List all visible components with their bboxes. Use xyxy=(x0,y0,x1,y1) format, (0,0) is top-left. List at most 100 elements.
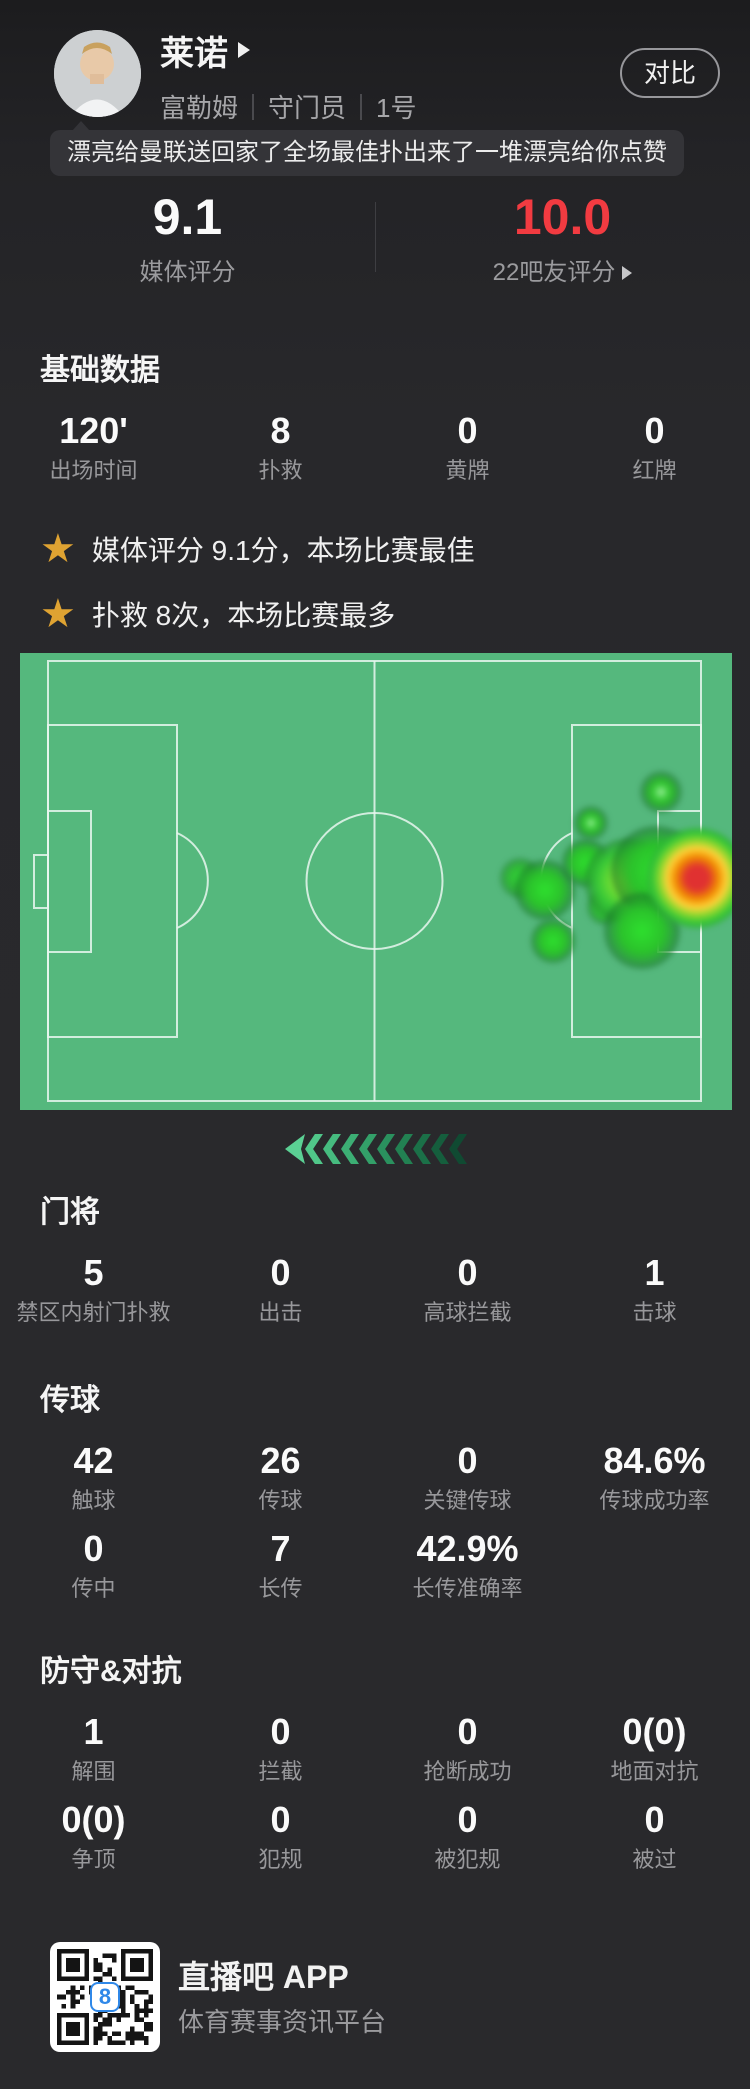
stat-label: 传球 xyxy=(258,1488,303,1513)
stat-value: 7 xyxy=(270,1528,291,1569)
section-defense-stats: 防守&对抗 1 解围 0 拦截 0 抢断成功 0(0) 地面对抗 0(0) 争顶 0 犯规 0 被犯规 0 被… xyxy=(0,1651,750,1887)
stat-value: 84.6% xyxy=(603,1440,706,1481)
stat-cell: 42 触球 xyxy=(0,1440,187,1516)
stat-label: 传球成功率 xyxy=(599,1488,710,1513)
stat-cell: 1 击球 xyxy=(561,1252,748,1328)
player-name: 莱诺 xyxy=(160,34,228,73)
jersey-number: 1号 xyxy=(376,93,417,123)
section-title: 门将 xyxy=(40,1196,100,1229)
stat-row: 0 传中 7 长传 42.9% 长传准确率 xyxy=(0,1528,750,1604)
chevron-left-icon xyxy=(413,1134,431,1164)
chevron-left-icon xyxy=(449,1134,467,1164)
stat-cell: 8 扑救 xyxy=(187,410,374,486)
stat-cell: 0 抢断成功 xyxy=(374,1711,561,1787)
heatmap-blob xyxy=(640,771,682,813)
player-position: 守门员 xyxy=(268,93,347,123)
chevron-left-icon xyxy=(323,1134,341,1164)
stat-label: 黄牌 xyxy=(445,458,490,483)
stat-label: 抢断成功 xyxy=(423,1759,512,1784)
stat-value: 0 xyxy=(270,1799,291,1840)
stat-cell: 42.9% 长传准确率 xyxy=(374,1528,561,1604)
stat-label: 传中 xyxy=(71,1576,116,1601)
highlight-row: ★ 扑救 8次，本场比赛最多 xyxy=(40,592,395,636)
heatmap-blob xyxy=(574,806,608,840)
fans-rating-value: 10.0 xyxy=(513,189,612,245)
fans-rating-label: 22吧友评分 xyxy=(492,259,616,286)
stat-value: 42 xyxy=(73,1440,114,1481)
highlight-text: 媒体评分 9.1分，本场比赛最佳 xyxy=(91,535,475,566)
stat-label: 关键传球 xyxy=(423,1488,512,1513)
stat-label: 出场时间 xyxy=(49,458,138,483)
stat-row: 1 解围 0 拦截 0 抢断成功 0(0) 地面对抗 xyxy=(0,1711,750,1787)
chevron-left-icon xyxy=(359,1134,377,1164)
fans-rating-link[interactable]: 22吧友评分 xyxy=(375,258,750,288)
star-icon: ★ xyxy=(40,592,76,636)
team-name: 富勒姆 xyxy=(160,93,239,123)
stat-value: 0 xyxy=(270,1711,291,1752)
player-name-row[interactable]: 莱诺 xyxy=(160,26,250,74)
player-avatar[interactable] xyxy=(54,30,141,117)
stat-cell: 7 长传 xyxy=(187,1528,374,1604)
section-goalkeeper-stats: 门将 5 禁区内射门扑救 0 出击 0 高球拦截 1 击球 xyxy=(0,1192,750,1340)
stat-label: 击球 xyxy=(632,1300,677,1325)
stat-label: 长传 xyxy=(258,1576,303,1601)
stat-cell: 0 关键传球 xyxy=(374,1440,561,1516)
stat-row: 0(0) 争顶 0 犯规 0 被犯规 0 被过 xyxy=(0,1799,750,1875)
stat-label: 被犯规 xyxy=(434,1847,501,1872)
stat-cell: 0 犯规 xyxy=(187,1799,374,1875)
stat-label: 争顶 xyxy=(71,1847,116,1872)
stat-value: 1 xyxy=(83,1711,104,1752)
divider xyxy=(360,93,363,120)
compare-button[interactable]: 对比 xyxy=(620,48,720,98)
chevron-right-icon xyxy=(622,266,633,280)
attack-direction-arrows xyxy=(285,1134,467,1164)
stat-cell: 0 红牌 xyxy=(561,410,748,486)
chevron-left-icon xyxy=(395,1134,413,1164)
pitch-heatmap xyxy=(20,653,732,1110)
player-meta: 富勒姆 守门员 1号 xyxy=(160,88,417,125)
highlight-row: ★ 媒体评分 9.1分，本场比赛最佳 xyxy=(40,527,475,571)
section-title: 基础数据 xyxy=(40,354,160,387)
stat-value: 0 xyxy=(270,1252,291,1293)
fan-quote-bubble: 漂亮给曼联送回家了全场最佳扑出来了一堆漂亮给你点赞 xyxy=(50,121,684,176)
section-title: 传球 xyxy=(40,1384,100,1417)
stat-label: 犯规 xyxy=(258,1847,303,1872)
player-name-arrow-icon xyxy=(238,42,250,58)
stat-cell: 1 解围 xyxy=(0,1711,187,1787)
stat-label: 地面对抗 xyxy=(610,1759,699,1784)
stat-label: 出击 xyxy=(258,1300,303,1325)
stat-cell: 84.6% 传球成功率 xyxy=(561,1440,748,1516)
app-name: 直播吧 APP xyxy=(178,1959,349,1995)
stat-value: 0 xyxy=(457,410,478,451)
stat-value: 1 xyxy=(644,1252,665,1293)
stat-value: 8 xyxy=(270,410,291,451)
stat-label: 拦截 xyxy=(258,1759,303,1784)
stat-cell: 0 出击 xyxy=(187,1252,374,1328)
heatmap-blob xyxy=(647,828,732,928)
highlight-text: 扑救 8次，本场比赛最多 xyxy=(91,600,396,631)
media-rating-value: 9.1 xyxy=(152,189,223,245)
stat-cell: 120' 出场时间 xyxy=(0,410,187,486)
qr-code: 8 xyxy=(50,1942,160,2052)
divider xyxy=(252,93,255,120)
stat-label: 被过 xyxy=(632,1847,677,1872)
stat-value: 26 xyxy=(260,1440,301,1481)
chevron-left-icon xyxy=(285,1134,305,1164)
stat-cell: 0 黄牌 xyxy=(374,410,561,486)
app-logo-badge: 8 xyxy=(90,1982,120,2012)
stat-row: 5 禁区内射门扑救 0 出击 0 高球拦截 1 击球 xyxy=(0,1252,750,1328)
stat-cell: 0 被过 xyxy=(561,1799,748,1875)
stat-value: 120' xyxy=(59,410,128,451)
stat-value: 0 xyxy=(644,410,665,451)
stat-label: 触球 xyxy=(71,1488,116,1513)
stat-cell: 0 高球拦截 xyxy=(374,1252,561,1328)
chevron-left-icon xyxy=(341,1134,359,1164)
stat-value: 0(0) xyxy=(61,1799,126,1840)
ratings-divider xyxy=(375,202,376,272)
ratings-row: 9.1 媒体评分 10.0 22吧友评分 xyxy=(0,190,750,288)
stat-cell: 0(0) 地面对抗 xyxy=(561,1711,748,1787)
stat-label: 高球拦截 xyxy=(423,1300,512,1325)
stat-cell: 5 禁区内射门扑救 xyxy=(0,1252,187,1328)
stat-label: 禁区内射门扑救 xyxy=(16,1300,171,1325)
